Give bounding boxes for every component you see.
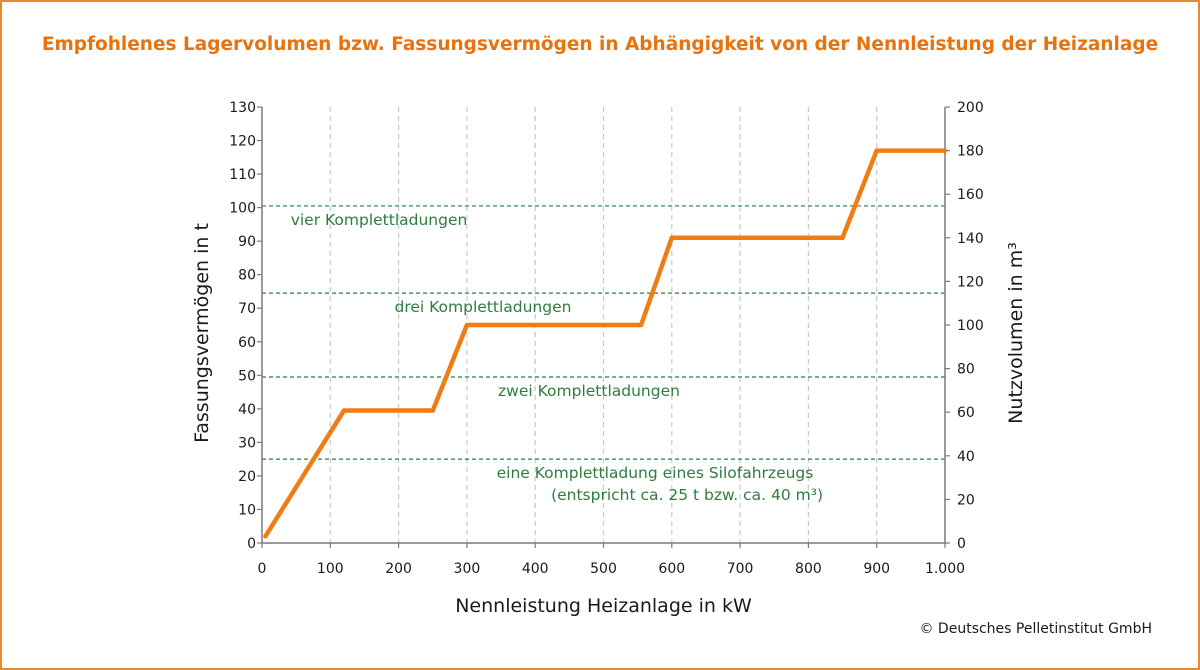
y-tick-label: 120 <box>229 134 256 150</box>
reference-line-label: eine Komplettladung eines Silofahrzeugs <box>497 464 814 482</box>
y-tick-label: 90 <box>238 234 256 250</box>
y2-tick-label: 80 <box>957 362 975 378</box>
y2-tick-label: 0 <box>957 536 966 552</box>
reference-line-label: drei Komplettladungen <box>395 298 572 316</box>
x-tick-label: 400 <box>522 561 549 577</box>
series-layer <box>263 148 948 539</box>
y-tick-label: 10 <box>238 502 256 518</box>
y-tick-label: 70 <box>238 301 256 317</box>
y-tick-label: 50 <box>238 368 256 384</box>
y2-tick-label: 120 <box>957 274 984 290</box>
reference-line-label: zwei Komplettladungen <box>498 382 680 400</box>
y-tick-label: 80 <box>238 268 256 284</box>
y-tick-label: 100 <box>229 201 256 217</box>
x-axis-label: Nennleistung Heizanlage in kW <box>455 595 752 617</box>
y-axis-label: Fassungsvermögen in t <box>191 223 213 443</box>
x-tick-label: 800 <box>795 561 822 577</box>
x-tick-label: 700 <box>727 561 754 577</box>
y2-tick-label: 100 <box>957 318 984 334</box>
y-tick-label: 110 <box>229 167 256 183</box>
x-tick-label: 300 <box>454 561 481 577</box>
series-line <box>263 148 948 539</box>
y2-tick-label: 60 <box>957 405 975 421</box>
x-tick-label: 1.000 <box>925 561 965 577</box>
reference-lines-layer: eine Komplettladung eines Silofahrzeugs (… <box>262 205 945 504</box>
y-tick-label: 30 <box>238 435 256 451</box>
reference-line-sublabel: (entspricht ca. 25 t bzw. ca. 40 m³) <box>551 486 823 504</box>
x-tick-label: 100 <box>317 561 344 577</box>
y-tick-label: 0 <box>247 536 256 552</box>
y2-tick-label: 20 <box>957 492 975 508</box>
x-tick-label: 600 <box>658 561 685 577</box>
y2-tick-label: 40 <box>957 449 975 465</box>
x-tick-label: 500 <box>590 561 617 577</box>
x-tick-label: 0 <box>258 561 267 577</box>
y2-axis-label: Nutzvolumen in m³ <box>1005 242 1027 424</box>
axis-layer: 0 10 20 30 40 50 60 70 80 90 100 110 120 130 0 20 40 60 80… <box>229 100 983 577</box>
y-tick-label: 20 <box>238 469 256 485</box>
x-tick-label: 900 <box>863 561 890 577</box>
copyright-note: © Deutsches Pelletinstitut GmbH <box>919 621 1152 637</box>
y-tick-label: 130 <box>229 100 256 116</box>
x-tick-label: 200 <box>385 561 412 577</box>
y2-tick-label: 200 <box>957 100 984 116</box>
y2-tick-label: 180 <box>957 144 984 160</box>
y2-tick-label: 160 <box>957 187 984 203</box>
y-tick-label: 40 <box>238 402 256 418</box>
y-tick-label: 60 <box>238 335 256 351</box>
y2-tick-label: 140 <box>957 231 984 247</box>
chart-title: Empfohlenes Lagervolumen bzw. Fassungsve… <box>41 34 1159 55</box>
reference-line-label: vier Komplettladungen <box>291 211 468 229</box>
